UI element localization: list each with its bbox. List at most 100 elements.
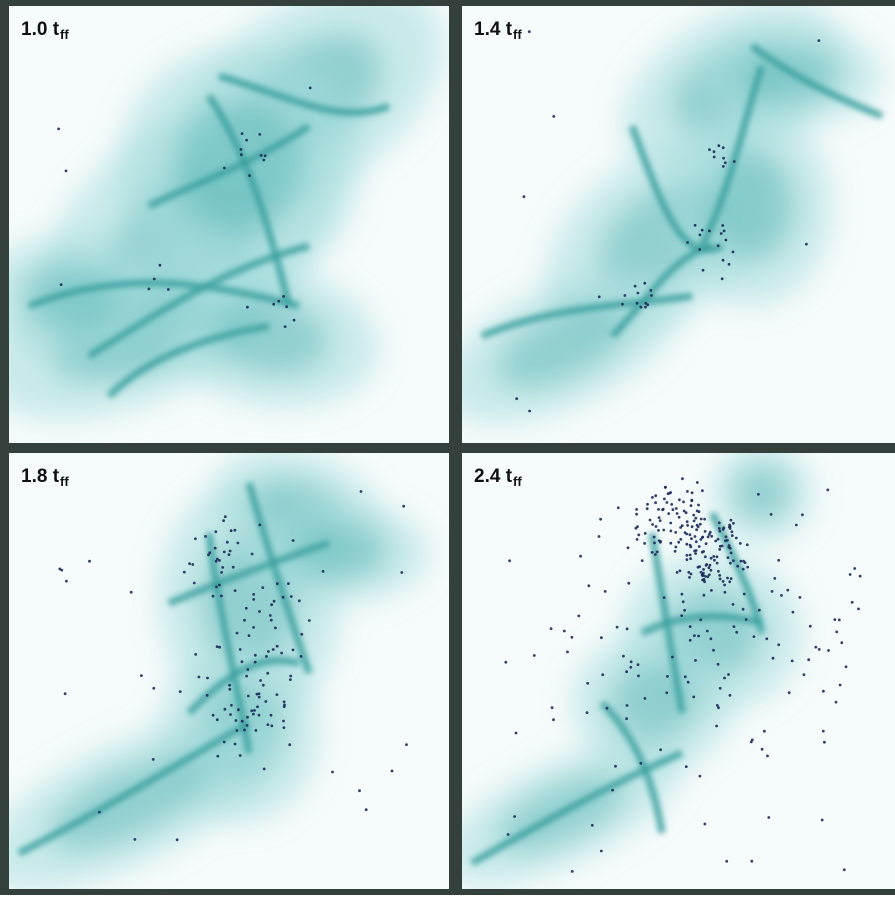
sink-particle	[264, 700, 268, 703]
sink-particle	[699, 538, 703, 541]
sink-particle	[359, 490, 363, 493]
sink-particle	[282, 719, 285, 723]
sink-particle	[686, 241, 689, 244]
sink-particle	[685, 553, 689, 557]
sink-particle	[262, 158, 266, 162]
sink-particle	[808, 624, 812, 628]
sink-particle	[833, 618, 837, 621]
sink-particle	[57, 127, 60, 131]
sink-particle	[506, 833, 510, 836]
sink-particle	[773, 577, 777, 580]
sink-particle	[679, 537, 683, 541]
sink-particle	[621, 302, 624, 306]
sink-particle	[688, 638, 692, 642]
sink-particle	[731, 250, 735, 254]
sink-particle	[697, 634, 700, 638]
sink-particle	[265, 655, 268, 658]
sink-particle	[204, 535, 207, 538]
sink-particle	[275, 644, 279, 648]
sink-particle	[684, 765, 688, 768]
sink-particle	[400, 571, 404, 574]
sink-particle	[708, 563, 712, 567]
sink-particle	[742, 559, 745, 563]
sink-particle	[663, 497, 666, 501]
sink-particle	[626, 546, 630, 550]
sink-particle	[258, 523, 262, 527]
sink-particle	[777, 558, 781, 562]
sink-particle	[710, 589, 713, 592]
sink-particle	[625, 627, 629, 631]
sink-particle	[308, 86, 312, 90]
sink-particle	[677, 515, 681, 519]
sink-particle	[289, 595, 293, 598]
sink-particle	[687, 570, 691, 574]
panel-time-label: 1.4 tff	[474, 19, 522, 42]
sink-particle	[840, 641, 844, 645]
sink-particle	[670, 503, 674, 506]
sink-particle	[661, 507, 665, 511]
sink-particle	[718, 548, 722, 551]
sink-particle	[722, 229, 726, 233]
sink-particle	[225, 540, 229, 544]
sink-particle	[237, 708, 240, 712]
sink-particle	[732, 521, 735, 525]
sink-particle	[686, 524, 689, 527]
sink-particle	[653, 553, 657, 556]
sink-particle	[253, 653, 257, 657]
sink-particle	[218, 645, 222, 649]
gas-density-map	[462, 6, 884, 424]
sink-particle	[590, 823, 594, 827]
sink-particle	[665, 501, 669, 504]
sink-particle	[722, 156, 725, 160]
sink-particle	[175, 838, 179, 842]
sink-particle	[233, 589, 237, 592]
sink-particle	[597, 295, 601, 299]
sink-particle	[721, 146, 725, 150]
sink-particle	[522, 195, 526, 199]
sink-particle	[706, 575, 710, 579]
sink-particle	[729, 577, 733, 580]
sink-particle	[763, 729, 766, 733]
sink-particle	[708, 530, 712, 534]
sink-particle	[152, 277, 156, 281]
panel-2-4-tff: 2.4 tff	[462, 453, 895, 889]
sink-particle	[215, 585, 218, 589]
sink-particle	[64, 169, 68, 173]
sink-particle	[508, 559, 511, 563]
sink-particle	[724, 238, 728, 242]
sink-particles	[515, 30, 821, 413]
sink-particle	[730, 530, 734, 534]
sink-particle	[229, 529, 233, 533]
sink-particle	[771, 656, 775, 660]
sink-particle	[721, 224, 725, 227]
sink-particle	[658, 519, 662, 522]
sink-particle	[615, 625, 619, 629]
sink-particle	[671, 655, 674, 659]
sink-particle	[780, 594, 783, 597]
sink-particle	[644, 301, 648, 305]
sink-particle	[692, 513, 696, 517]
sink-particle	[258, 610, 261, 613]
sink-particle	[649, 289, 653, 292]
sink-particle	[726, 576, 729, 580]
sink-particle	[228, 549, 232, 553]
sink-particle	[703, 517, 706, 521]
sink-particle	[692, 519, 696, 523]
sink-particle	[266, 723, 270, 726]
sink-particle	[635, 508, 638, 511]
sink-particle	[703, 555, 707, 559]
sink-particle	[215, 645, 219, 648]
sink-particle	[644, 305, 647, 309]
sink-particle	[587, 584, 591, 588]
sink-particle	[643, 532, 647, 535]
sink-particle	[231, 565, 235, 569]
sink-particle	[634, 526, 638, 530]
sink-particle	[244, 606, 248, 610]
sink-particle	[637, 533, 641, 537]
sink-particle	[677, 540, 681, 544]
gas-filaments	[469, 510, 767, 867]
sink-particle	[697, 503, 700, 507]
diffuse-gas	[462, 453, 812, 885]
sink-particle	[250, 709, 254, 713]
